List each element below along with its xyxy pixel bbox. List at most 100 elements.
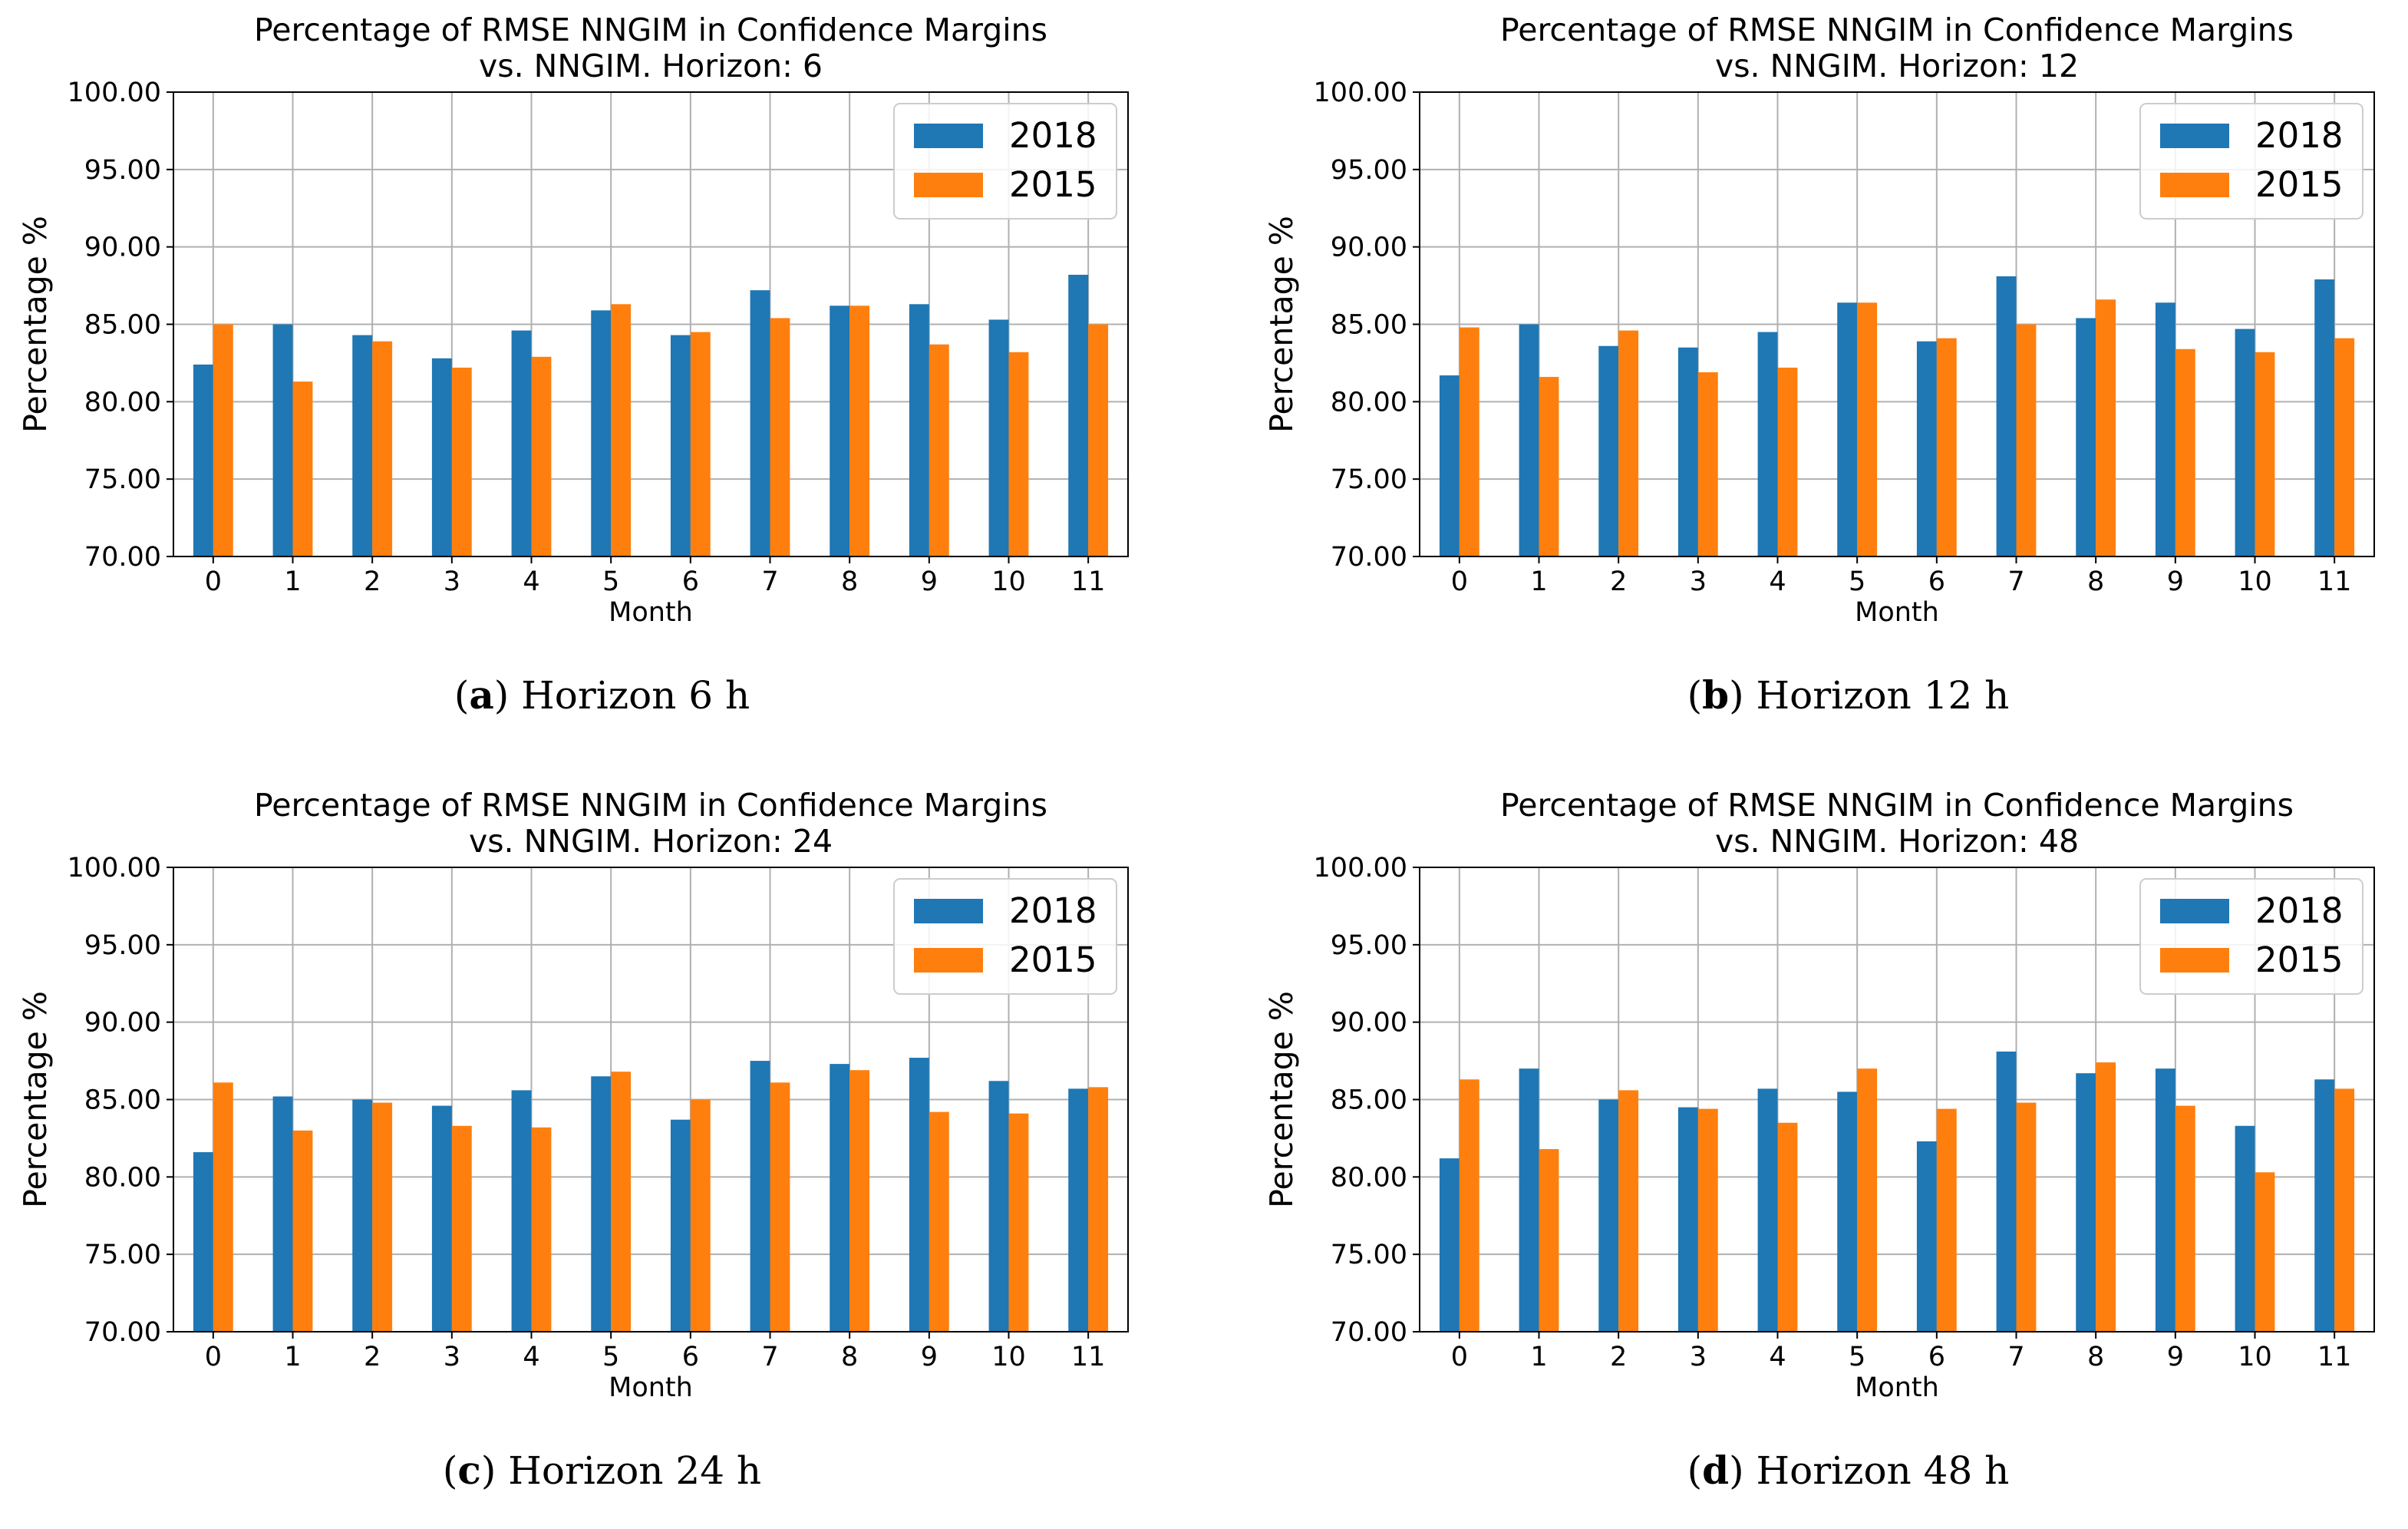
chart-title-line: Percentage of RMSE NNGIM in Confidence M…	[254, 12, 1047, 48]
x-tick-label: 7	[2007, 566, 2024, 597]
legend-label-2018: 2018	[1009, 890, 1097, 931]
bar-2015-month-5	[611, 1072, 632, 1332]
x-tick-label: 1	[284, 1342, 301, 1372]
bar-2018-month-10	[2235, 1125, 2255, 1332]
bar-2018-month-9	[2155, 302, 2175, 556]
x-tick-label: 9	[2167, 566, 2184, 597]
x-axis-label: Month	[1855, 1372, 1939, 1403]
legend-label-2018: 2018	[1009, 115, 1097, 156]
chart-title-line: Percentage of RMSE NNGIM in Confidence M…	[1500, 12, 2294, 48]
caption-text: Horizon 48 h	[1756, 1448, 2010, 1493]
y-tick-label: 85.00	[84, 1085, 161, 1116]
bar-2018-month-8	[2076, 318, 2096, 556]
legend-swatch-2018	[914, 899, 983, 923]
y-tick-label: 100.00	[68, 853, 161, 883]
caption-letter: b	[1702, 672, 1730, 718]
x-axis-label: Month	[1855, 597, 1939, 628]
x-tick-label: 7	[2007, 1342, 2024, 1372]
x-tick-label: 4	[1769, 1342, 1786, 1372]
bar-2015-month-4	[1777, 367, 1798, 556]
bar-2018-month-11	[1068, 1088, 1089, 1332]
legend-label-2018: 2018	[2255, 115, 2344, 156]
bar-2015-month-2	[1618, 1090, 1639, 1332]
y-axis-label: Percentage %	[1263, 991, 1300, 1208]
plot-frame	[173, 91, 1129, 557]
x-tick-label: 1	[1530, 1342, 1547, 1372]
y-tick-label: 80.00	[84, 387, 161, 418]
y-tick-label: 75.00	[84, 464, 161, 495]
caption-text: Horizon 6 h	[521, 673, 750, 718]
bar-2015-month-11	[1088, 1087, 1109, 1332]
bar-2018-month-10	[2235, 329, 2255, 556]
x-tick-label: 8	[2087, 566, 2104, 597]
bar-2018-month-5	[591, 310, 612, 556]
bar-2018-month-7	[1996, 276, 2017, 556]
legend-swatch-2018	[2160, 899, 2229, 923]
x-tick-label: 3	[1690, 1342, 1707, 1372]
caption-text: Horizon 12 h	[1756, 673, 2010, 718]
chart-title-line: Percentage of RMSE NNGIM in Confidence M…	[254, 787, 1047, 824]
bar-2015-month-4	[1777, 1122, 1798, 1332]
y-tick-label: 95.00	[84, 155, 161, 186]
x-tick-label: 2	[1610, 1342, 1627, 1372]
x-tick-label: 0	[205, 1342, 222, 1372]
x-tick-label: 2	[1610, 566, 1627, 597]
bar-2018-month-4	[511, 330, 532, 556]
bar-2018-month-11	[1068, 274, 1089, 556]
bar-2015-month-7	[770, 1082, 790, 1332]
y-tick-label: 80.00	[84, 1162, 161, 1193]
x-tick-label: 7	[761, 566, 778, 597]
bar-2018-month-0	[1439, 375, 1460, 556]
bar-2018-month-0	[193, 1152, 213, 1332]
chart-title-line: Percentage of RMSE NNGIM in Confidence M…	[1500, 787, 2294, 824]
bar-2015-month-2	[1618, 330, 1639, 556]
legend-swatch-2018	[914, 124, 983, 148]
bar-2018-month-10	[988, 319, 1009, 556]
bar-2018-month-8	[830, 1064, 850, 1332]
x-tick-label: 8	[2087, 1342, 2104, 1372]
bar-2015-month-1	[1539, 1149, 1559, 1332]
x-tick-label: 2	[364, 1342, 381, 1372]
bar-2015-month-1	[292, 1130, 313, 1332]
bar-2015-month-8	[2096, 299, 2116, 556]
bar-2015-month-3	[451, 1125, 472, 1332]
bar-2018-month-2	[352, 1099, 373, 1332]
bar-2015-month-1	[1539, 377, 1559, 556]
plot-frame	[1419, 91, 2375, 557]
bar-2015-month-4	[531, 1127, 552, 1332]
legend-label-2015: 2015	[1009, 164, 1097, 205]
bar-2018-month-11	[2314, 279, 2335, 556]
bar-2018-month-7	[750, 290, 770, 556]
bar-2015-month-7	[770, 318, 790, 556]
x-tick-label: 1	[284, 566, 301, 597]
y-tick-label: 85.00	[1331, 1085, 1407, 1116]
bar-2018-month-3	[1677, 347, 1698, 556]
bar-2015-month-9	[929, 344, 949, 556]
y-tick-label: 90.00	[84, 233, 161, 263]
bar-2015-month-0	[213, 1082, 233, 1332]
legend-label-2015: 2015	[2255, 164, 2344, 205]
caption-text: Horizon 24 h	[508, 1448, 762, 1493]
chart-panel-a: Percentage of RMSE NNGIM in Confidence M…	[0, 0, 1204, 754]
y-tick-label: 80.00	[1331, 387, 1407, 418]
y-tick-label: 90.00	[1331, 233, 1407, 263]
chart-panel-b: Percentage of RMSE NNGIM in Confidence M…	[1246, 0, 2408, 754]
caption-d: (d) Horizon 48 h	[1687, 1448, 2010, 1493]
x-tick-label: 6	[1928, 566, 1945, 597]
bar-2015-month-5	[611, 304, 632, 556]
y-tick-label: 90.00	[1331, 1008, 1407, 1039]
bar-2018-month-9	[909, 304, 929, 556]
bar-2018-month-2	[352, 335, 373, 556]
bar-2018-month-9	[909, 1058, 929, 1332]
bar-2015-month-6	[1936, 1108, 1957, 1332]
x-tick-label: 4	[523, 566, 539, 597]
bar-2015-month-3	[1697, 1108, 1718, 1332]
bar-2015-month-0	[1459, 327, 1479, 556]
bar-2015-month-10	[1008, 1113, 1029, 1332]
x-tick-label: 0	[1451, 566, 1468, 597]
y-tick-label: 75.00	[1331, 464, 1407, 495]
x-tick-label: 5	[602, 1342, 619, 1372]
x-tick-label: 3	[1690, 566, 1707, 597]
y-axis-label: Percentage %	[17, 991, 54, 1208]
bar-2015-month-9	[2175, 348, 2195, 556]
